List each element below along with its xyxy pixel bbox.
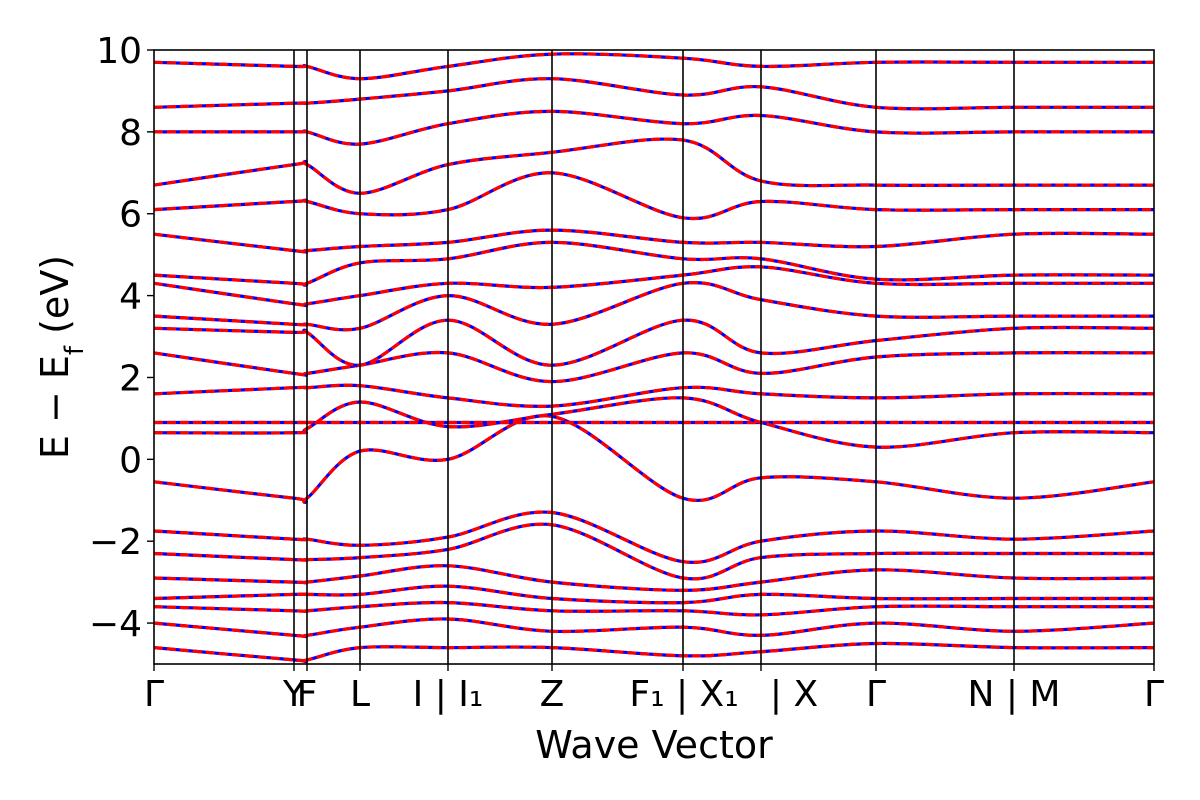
- band-10-red: [154, 228, 1154, 254]
- band-6-red: [154, 318, 1154, 367]
- y-tick-label: 0: [119, 440, 142, 481]
- x-tick-label: I | I₁: [413, 674, 484, 715]
- x-tick-label: Γ: [144, 674, 164, 715]
- y-tick-label: 6: [119, 195, 142, 236]
- x-tick-label: Y: [282, 674, 306, 715]
- band-18-red: [154, 564, 1154, 592]
- band-14-red: [154, 77, 1154, 111]
- y-tick-label: −2: [89, 522, 142, 563]
- plot-frame: [153, 49, 1155, 665]
- band-8-red: [154, 265, 1154, 308]
- x-tick-label: F₁ | X₁: [629, 674, 738, 715]
- band-20-blue: [154, 600, 1154, 617]
- band-11-blue: [154, 171, 1154, 221]
- band-3-red: [154, 396, 1154, 449]
- band-11-red: [154, 171, 1154, 221]
- band-17-red: [154, 522, 1154, 581]
- band-21-red: [154, 617, 1154, 639]
- high-symmetry-lines: [293, 50, 1015, 664]
- band-1-red: [154, 414, 1154, 504]
- y-tick-label: 8: [119, 113, 142, 154]
- band-9-red: [154, 240, 1154, 287]
- y-tick-label: −4: [89, 604, 142, 645]
- x-tick-label: Z: [540, 674, 565, 715]
- y-axis-label: E − Ef (eV): [33, 255, 90, 459]
- x-tick-label: Γ: [866, 674, 886, 715]
- x-tick-label: Γ: [1144, 674, 1164, 715]
- band-5-blue: [154, 350, 1154, 384]
- band-20-red: [154, 600, 1154, 617]
- x-tick-label: | X: [770, 674, 818, 715]
- band-12-red: [154, 137, 1154, 195]
- band-7-red: [154, 281, 1154, 332]
- x-tick-label: F: [297, 674, 318, 715]
- band-13-red: [154, 109, 1154, 146]
- band-19-red: [154, 584, 1154, 605]
- band-22-red: [154, 641, 1154, 664]
- y-axis-ticks: −4 −2 0 2 4 6 8 10: [89, 31, 154, 645]
- band-lines: [154, 52, 1154, 664]
- band-5-red: [154, 350, 1154, 384]
- y-tick-label: 10: [96, 31, 142, 72]
- x-axis-ticks: Γ YF L I | I₁ Z F₁ | X₁ | X Γ N | M Γ: [144, 664, 1164, 715]
- x-tick-label: L: [350, 674, 370, 715]
- x-axis-label: Wave Vector: [535, 723, 773, 767]
- y-tick-label: 2: [119, 358, 142, 399]
- band-16-red: [154, 510, 1154, 565]
- y-tick-label: 4: [119, 277, 142, 318]
- band-15-red: [154, 52, 1154, 81]
- x-tick-label: N | M: [967, 674, 1060, 715]
- band-4-red: [154, 383, 1154, 408]
